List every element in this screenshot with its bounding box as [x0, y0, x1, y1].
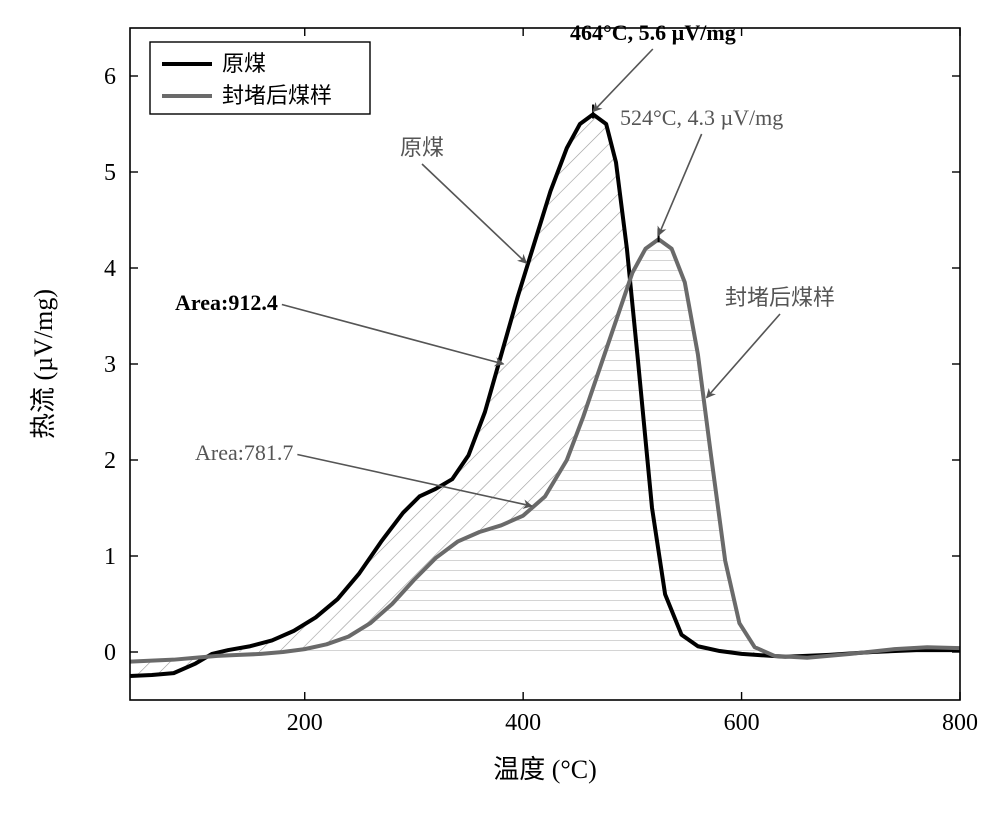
- x-tick-label: 800: [942, 710, 978, 736]
- y-tick-label: 4: [104, 256, 116, 282]
- y-tick-label: 1: [104, 544, 116, 570]
- y-tick-label: 6: [104, 64, 116, 90]
- x-tick-label: 600: [724, 710, 760, 736]
- x-tick-label: 400: [505, 710, 541, 736]
- annotation-text: Area:912.4: [175, 290, 278, 315]
- annotation-arrow: [593, 49, 653, 112]
- y-tick-label: 3: [104, 352, 116, 378]
- annotation-arrow: [707, 314, 780, 398]
- annotation-arrow: [659, 134, 702, 235]
- y-tick-label: 0: [104, 640, 116, 666]
- y-axis-label: 热流 (µV/mg): [29, 289, 58, 439]
- annotation-text: 524°C, 4.3 µV/mg: [620, 105, 783, 130]
- y-tick-label: 2: [104, 448, 116, 474]
- dsc-chart: 2004006008000123456温度 (°C)热流 (µV/mg)原煤封堵…: [0, 0, 1000, 816]
- annotation-text: 封堵后煤样: [725, 285, 835, 310]
- chart-container: 2004006008000123456温度 (°C)热流 (µV/mg)原煤封堵…: [0, 0, 1000, 816]
- annotation-arrow: [282, 305, 504, 365]
- annotation-arrow: [422, 164, 526, 263]
- legend-label: 原煤: [222, 51, 266, 76]
- annotation-text: 原煤: [400, 135, 444, 160]
- x-axis-label: 温度 (°C): [493, 755, 597, 784]
- y-tick-label: 5: [104, 160, 116, 186]
- annotation-text: Area:781.7: [195, 440, 293, 465]
- legend-label: 封堵后煤样: [222, 83, 332, 108]
- x-tick-label: 200: [287, 710, 323, 736]
- annotation-text: 464°C, 5.6 µV/mg: [570, 20, 736, 45]
